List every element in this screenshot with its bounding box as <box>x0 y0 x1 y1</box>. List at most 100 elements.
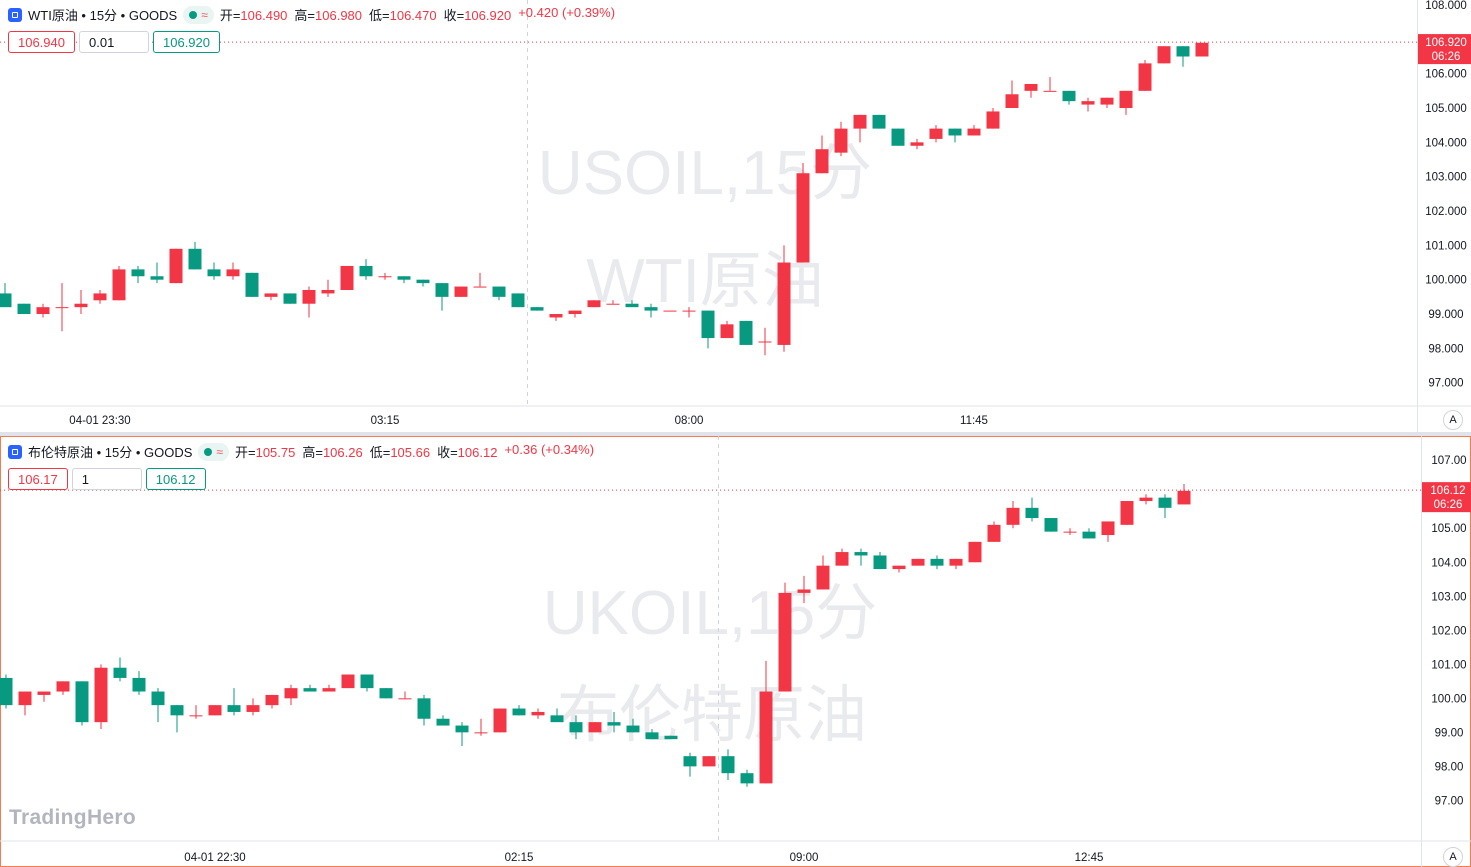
usoil-symbol-title[interactable]: WTI原油 • 15分 • GOODS <box>28 8 178 23</box>
price-tick-label: 101.000 <box>1425 240 1467 252</box>
candle <box>1024 83 1038 98</box>
low-value: 105.66 <box>390 445 431 460</box>
usoil-legend: WTI原油 • 15分 • GOODS ≈ 开=106.490 高=106.98… <box>8 5 615 24</box>
candle <box>872 114 886 129</box>
usoil-time-axis[interactable]: 04-01 23:30 03:15 08:00 11:45 <box>69 415 988 427</box>
candle <box>644 303 658 318</box>
candle <box>702 756 716 767</box>
candle <box>416 279 430 287</box>
candle <box>1138 59 1152 91</box>
usoil-quantity-input[interactable]: 0.01 <box>79 31 149 53</box>
candle <box>474 718 488 736</box>
candle <box>968 541 982 563</box>
candle <box>492 286 506 301</box>
ukoil-price-axis[interactable]: 97.00 98.00 99.00 100.00 101.00 102.00 103.00 1… <box>1431 455 1466 807</box>
ukoil-time-axis[interactable]: 04-01 22:30 02:15 09:00 12:45 <box>184 852 1103 864</box>
candle <box>1177 484 1191 505</box>
ukoil-active-pane-border <box>0 436 1471 867</box>
ukoil-quantity-input[interactable]: 1 <box>71 468 142 490</box>
candle <box>397 276 411 284</box>
candle <box>473 272 487 288</box>
candle <box>1006 501 1020 529</box>
market-status-pill[interactable]: ≈ <box>183 5 214 24</box>
tradinghero-logo: TradingHero <box>9 806 136 829</box>
candle <box>607 711 621 733</box>
price-tick-label: 102.000 <box>1425 206 1467 218</box>
usoil-last-price-label: 106.920 <box>1425 37 1467 49</box>
candle <box>796 162 810 263</box>
candle <box>987 521 1001 542</box>
candle <box>550 708 564 723</box>
ukoil-sell-button[interactable]: 106.17 <box>8 468 68 490</box>
candle <box>0 674 13 709</box>
candle <box>360 674 374 692</box>
candle <box>208 705 222 716</box>
price-tick-label: 100.000 <box>1425 275 1467 287</box>
candle <box>37 691 51 702</box>
candle <box>265 694 279 709</box>
candle <box>910 138 924 150</box>
usoil-chart[interactable]: USOIL,15分 WTI原油 97.00098.00099.000100.00… <box>0 0 1471 432</box>
candle <box>549 314 563 321</box>
high-label: 高= <box>302 445 323 460</box>
candle <box>683 752 697 777</box>
usoil-auto-scale-button[interactable]: A <box>1443 410 1463 430</box>
ukoil-symbol-title[interactable]: 布伦特原油 • 15分 • GOODS <box>28 445 193 460</box>
candle <box>283 293 297 304</box>
price-tick-label: 97.00 <box>1435 795 1464 807</box>
candle <box>17 303 31 315</box>
candle <box>892 565 906 573</box>
approx-wave-icon: ≈ <box>201 7 208 22</box>
ukoil-buy-button[interactable]: 106.12 <box>145 468 206 490</box>
market-open-dot-icon <box>204 447 213 456</box>
candle <box>1062 90 1076 105</box>
usoil-order-panel: 106.940 0.01 106.920 <box>8 31 220 53</box>
candle <box>454 286 468 297</box>
approx-wave-icon: ≈ <box>216 444 223 459</box>
usoil-ohlc-values: 开=106.490 高=106.980 低=106.470 收=106.920 … <box>220 5 615 24</box>
candle <box>207 262 221 280</box>
ukoil-auto-scale-button[interactable]: A <box>1443 847 1463 867</box>
usoil-buy-button[interactable]: 106.920 <box>153 31 220 53</box>
price-tick-label: 101.00 <box>1431 659 1466 671</box>
candle <box>18 691 32 716</box>
candle <box>378 272 392 280</box>
pane-separator[interactable] <box>0 432 1471 436</box>
candle <box>1101 521 1115 542</box>
candle <box>435 283 449 311</box>
candle <box>188 241 202 270</box>
open-value: 106.490 <box>240 8 288 23</box>
candle <box>853 114 867 143</box>
low-value: 106.470 <box>389 8 437 23</box>
candle <box>531 708 545 719</box>
time-tick-label: 12:45 <box>1075 852 1104 864</box>
usoil-sell-button[interactable]: 106.940 <box>8 31 75 53</box>
candle <box>1157 46 1171 64</box>
price-tick-label: 99.00 <box>1435 727 1464 739</box>
candle <box>1139 494 1153 505</box>
time-tick-label: 03:15 <box>371 415 400 427</box>
candle <box>854 548 868 566</box>
price-tick-label: 98.00 <box>1435 761 1464 773</box>
market-status-pill[interactable]: ≈ <box>198 442 229 461</box>
candle <box>1082 528 1096 539</box>
close-label: 收= <box>443 8 465 23</box>
candle <box>1120 501 1134 525</box>
low-label: 低= <box>369 445 391 460</box>
candle <box>720 320 734 339</box>
usoil-last-price-marker: 106.920 06:26 <box>0 34 1471 65</box>
candle <box>303 684 317 692</box>
candle <box>379 688 393 699</box>
candle <box>949 558 963 570</box>
candle <box>1100 97 1114 109</box>
ukoil-last-price-marker: 106.12 06:26 <box>0 482 1471 513</box>
time-tick-label: 04-01 23:30 <box>69 415 130 427</box>
candle <box>1158 494 1172 519</box>
ukoil-chart[interactable]: UKOIL,15分 布伦特原油 97.00 98.00 99.00 100.00 101… <box>0 436 1471 867</box>
candle <box>151 688 165 723</box>
candle <box>1044 518 1058 532</box>
candle <box>625 300 639 308</box>
candle <box>170 705 184 733</box>
price-tick-label: 97.000 <box>1428 378 1463 390</box>
